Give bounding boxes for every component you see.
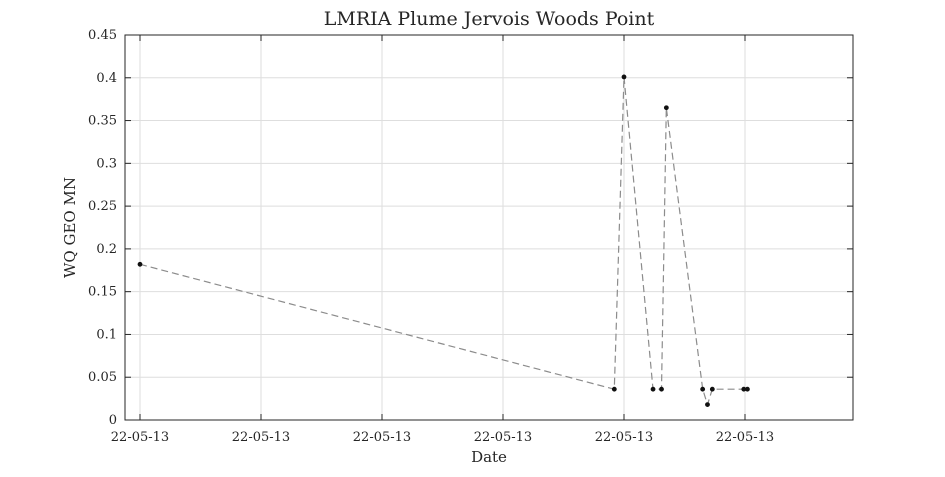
data-point xyxy=(659,386,664,392)
x-axis-title: Date xyxy=(471,448,507,466)
x-tick-label: 22-05-13 xyxy=(232,430,290,445)
data-point xyxy=(709,386,715,392)
x-tick-label: 22-05-13 xyxy=(111,430,169,445)
chart-title: LMRIA Plume Jervois Woods Point xyxy=(324,8,655,30)
y-tick-label: 0.45 xyxy=(88,28,117,43)
y-tick-label: 0.15 xyxy=(88,285,117,300)
y-tick-label: 0.25 xyxy=(88,199,117,214)
data-point xyxy=(611,386,617,392)
data-point xyxy=(650,386,656,392)
data-point xyxy=(745,386,750,392)
series-layer xyxy=(137,74,750,407)
data-point xyxy=(705,402,710,407)
data-point xyxy=(741,386,747,392)
x-tick-label: 22-05-13 xyxy=(474,430,532,445)
y-tick-label: 0.05 xyxy=(88,370,117,385)
y-tick-label: 0.35 xyxy=(88,114,117,129)
y-axis-title: WQ GEO MN xyxy=(61,177,79,278)
x-tick-label: 22-05-13 xyxy=(716,430,774,445)
data-point xyxy=(621,74,627,80)
data-point xyxy=(137,261,143,267)
y-tick-label: 0.4 xyxy=(96,71,117,86)
data-point xyxy=(700,386,706,392)
y-tick-label: 0 xyxy=(109,413,117,428)
y-tick-label: 0.2 xyxy=(96,242,117,257)
y-tick-label: 0.3 xyxy=(96,156,117,171)
tick-layer: 0 0.05 0.1 0.15 0.2 0.25 0.3 0.35 0.4 0.45 22-05-1… xyxy=(88,28,853,445)
y-tick-label: 0.1 xyxy=(96,327,117,342)
plot-frame xyxy=(124,34,854,421)
x-tick-label: 22-05-13 xyxy=(353,430,411,445)
x-tick-label: 22-05-13 xyxy=(595,430,653,445)
series-line xyxy=(139,76,748,407)
data-point xyxy=(663,105,669,111)
grid-layer xyxy=(125,34,853,421)
